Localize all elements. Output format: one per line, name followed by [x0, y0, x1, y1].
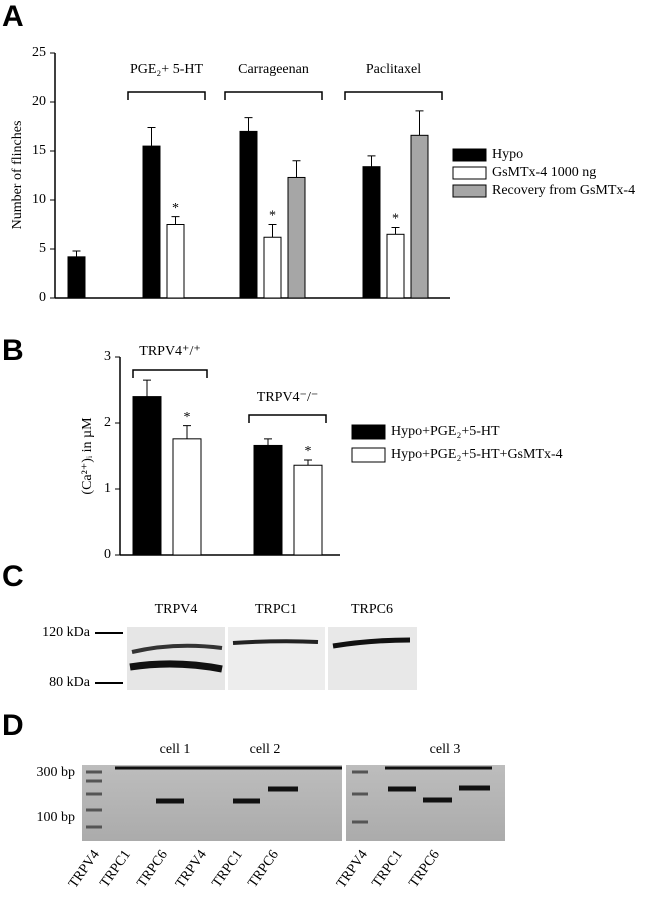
- y-tick-label: 15: [32, 143, 46, 158]
- bar: [253, 444, 283, 556]
- bar: [263, 236, 282, 299]
- error-bar: [292, 160, 301, 178]
- western-blot: [95, 627, 417, 690]
- y-tick-label: 5: [39, 241, 46, 256]
- error-bar: [72, 250, 81, 257]
- panel-letter: B: [2, 334, 24, 367]
- marker-label: 100 bp: [37, 810, 76, 825]
- bracket: [344, 91, 443, 100]
- y-axis-label: Number of flinches: [10, 121, 25, 230]
- lane-label: TRPC1: [98, 848, 134, 891]
- legend-swatch: [452, 166, 487, 180]
- significance-mark: *: [184, 410, 191, 425]
- significance-mark: *: [392, 212, 399, 227]
- bar: [410, 134, 429, 299]
- lane-label: TRPC1: [255, 602, 297, 617]
- significance-mark: *: [172, 201, 179, 216]
- marker-label: 80 kDa: [49, 675, 91, 690]
- bar: [166, 224, 185, 299]
- y-tick-label: 10: [32, 192, 46, 207]
- error-bar: [391, 226, 400, 235]
- error-bar: [183, 425, 191, 439]
- bar: [172, 438, 202, 556]
- legend-label: Recovery from GsMTx-4: [492, 183, 635, 198]
- bar: [287, 176, 306, 299]
- bracket: [132, 369, 208, 378]
- error-bar: [264, 438, 272, 446]
- error-bar: [304, 459, 312, 466]
- y-tick-label: 0: [39, 290, 46, 305]
- legend-swatch: [452, 184, 487, 198]
- bar: [239, 130, 258, 299]
- lane-label: TRPV4: [173, 848, 210, 892]
- panel-letter: D: [2, 709, 24, 742]
- category-label: Paclitaxel: [366, 62, 421, 77]
- panel-letter: A: [2, 0, 24, 33]
- category-label: TRPV4⁺/⁺: [139, 344, 200, 359]
- y-tick-label: 1: [104, 481, 111, 496]
- legend-swatch: [452, 148, 487, 162]
- legend-label: Hypo+PGE₂+5-HT+GsMTx-4: [391, 447, 563, 462]
- lane-label: TRPC6: [135, 848, 171, 891]
- legend-swatch: [351, 447, 386, 463]
- bracket: [224, 91, 323, 100]
- bar: [132, 396, 162, 556]
- bar: [386, 233, 405, 299]
- error-bar: [147, 126, 156, 147]
- bar: [362, 166, 381, 299]
- y-tick-label: 3: [104, 349, 111, 364]
- lane-label: TRPV4: [66, 848, 103, 892]
- legend-label: Hypo+PGE₂+5-HT: [391, 424, 500, 439]
- pcr-gel: [82, 765, 505, 841]
- bar: [293, 464, 323, 556]
- marker-label: 120 kDa: [42, 625, 91, 640]
- error-bar: [171, 216, 180, 225]
- cell-label: cell 3: [430, 742, 461, 757]
- y-tick-label: 0: [104, 547, 111, 562]
- bracket: [248, 414, 327, 423]
- bar: [142, 145, 161, 299]
- legend-swatch: [351, 424, 386, 440]
- lane-label: TRPC1: [210, 848, 246, 891]
- error-bar: [415, 110, 424, 136]
- legend-label: Hypo: [492, 147, 523, 162]
- y-axis-label: (Ca²⁺)ᵢ in µM: [80, 417, 95, 495]
- bracket: [127, 91, 206, 100]
- cell-label: cell 2: [250, 742, 281, 757]
- lane-label: TRPC1: [370, 848, 406, 891]
- error-bar: [367, 155, 376, 167]
- category-label: TRPV4⁻/⁻: [257, 390, 318, 405]
- error-bar: [268, 224, 277, 238]
- lane-label: TRPV4: [334, 848, 371, 892]
- lane-label: TRPC6: [351, 602, 393, 617]
- panel-letter: C: [2, 560, 24, 593]
- error-bar: [244, 117, 253, 132]
- legend-label: GsMTx-4 1000 ng: [492, 165, 596, 180]
- lane-label: TRPV4: [155, 602, 198, 617]
- lane-label: TRPC6: [407, 848, 443, 891]
- lane-label: TRPC6: [246, 848, 282, 891]
- y-tick-label: 25: [32, 45, 46, 60]
- category-label: PGE₂+ 5-HT: [130, 62, 203, 77]
- marker-label: 300 bp: [37, 765, 76, 780]
- significance-mark: *: [269, 209, 276, 224]
- significance-mark: *: [305, 444, 312, 459]
- cell-label: cell 1: [160, 742, 191, 757]
- y-tick-label: 20: [32, 94, 46, 109]
- y-tick-label: 2: [104, 415, 111, 430]
- error-bar: [143, 379, 151, 397]
- category-label: Carrageenan: [238, 62, 309, 77]
- bar: [67, 256, 86, 299]
